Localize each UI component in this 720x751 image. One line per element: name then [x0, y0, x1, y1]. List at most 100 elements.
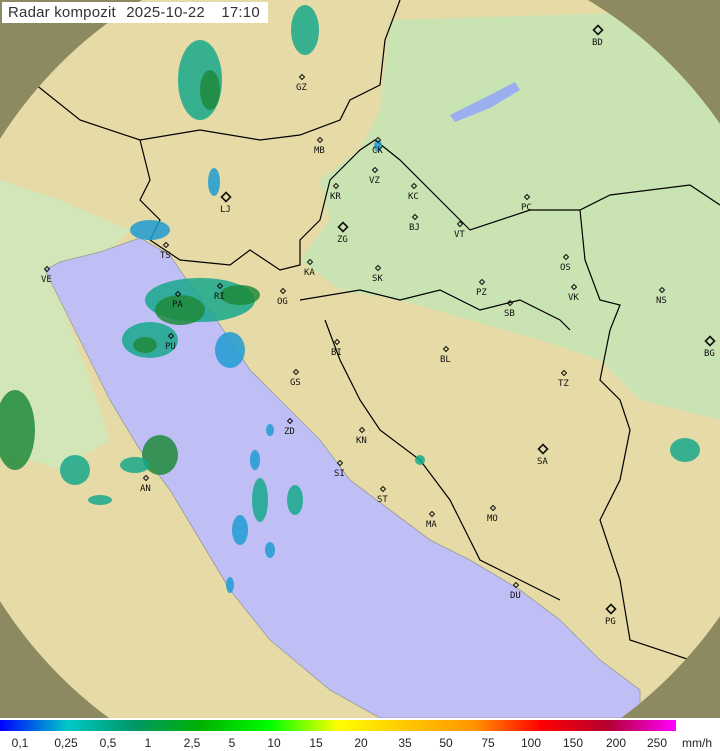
map-title: Radar kompozit 2025-10-22 17:10	[2, 2, 268, 23]
city-kc[interactable]: KC	[408, 182, 419, 203]
precipitation-echo	[142, 435, 178, 475]
city-label: MO	[487, 514, 498, 524]
city-tz[interactable]: TZ	[558, 369, 569, 390]
city-vz[interactable]: VZ	[369, 166, 380, 187]
city-label: VZ	[369, 176, 380, 186]
city-label: SI	[334, 469, 345, 479]
city-marker-icon	[174, 290, 182, 298]
city-label: OS	[560, 263, 571, 273]
city-os[interactable]: OS	[560, 253, 571, 274]
city-marker-icon	[570, 283, 578, 291]
city-ck[interactable]: CK	[372, 136, 383, 157]
city-si[interactable]: SI	[334, 459, 345, 480]
legend-tick: 1	[144, 736, 152, 750]
city-ve[interactable]: VE	[41, 265, 52, 286]
city-label: KN	[356, 436, 367, 446]
legend-tick: 0,1	[11, 736, 29, 750]
city-sk[interactable]: SK	[372, 264, 383, 285]
city-vk[interactable]: VK	[568, 283, 579, 304]
city-marker-icon	[428, 510, 436, 518]
city-sa[interactable]: SA	[537, 443, 549, 468]
city-bl[interactable]: BL	[440, 345, 451, 366]
city-gs[interactable]: GS	[290, 368, 301, 389]
precipitation-echo	[220, 285, 260, 305]
city-sb[interactable]: SB	[504, 299, 515, 320]
precipitation-echo	[120, 457, 150, 473]
title-date: 2025-10-22	[126, 4, 205, 21]
city-kn[interactable]: KN	[356, 426, 367, 447]
city-st[interactable]: ST	[377, 485, 388, 506]
city-label: BL	[440, 355, 451, 365]
city-label: TZ	[558, 379, 569, 389]
city-label: AN	[140, 484, 151, 494]
city-label: DU	[510, 591, 521, 601]
city-label: MB	[314, 146, 325, 156]
city-marker-icon	[410, 182, 418, 190]
precipitation-echo	[88, 495, 112, 505]
radar-map[interactable]: GZ BD MB CK VZ KR KC PC LJ BJ VT ZG TS VE OS KA SK RI PZ SB…	[0, 0, 720, 718]
city-zg[interactable]: ZG	[337, 221, 349, 246]
city-marker-icon	[562, 253, 570, 261]
city-label: BJ	[409, 223, 420, 233]
city-vt[interactable]: VT	[454, 220, 465, 241]
city-bi[interactable]: BI	[331, 338, 342, 359]
city-pz[interactable]: PZ	[476, 278, 487, 299]
legend-tick: 75	[481, 736, 495, 750]
city-kr[interactable]: KR	[330, 182, 341, 203]
city-ri[interactable]: RI	[214, 282, 225, 303]
city-label: VT	[454, 230, 465, 240]
precipitation-echo	[291, 5, 319, 55]
city-ma[interactable]: MA	[426, 510, 437, 531]
legend-tick: 5	[228, 736, 236, 750]
city-label: KR	[330, 192, 341, 202]
city-label: SK	[372, 274, 383, 284]
city-og[interactable]: OG	[277, 287, 288, 308]
city-mb[interactable]: MB	[314, 136, 325, 157]
city-lj[interactable]: LJ	[220, 191, 232, 216]
city-gz[interactable]: GZ	[296, 73, 307, 94]
city-marker-icon	[298, 73, 306, 81]
capital-marker-icon	[605, 603, 617, 615]
city-mo[interactable]: MO	[487, 504, 498, 525]
legend-tick: 15	[309, 736, 323, 750]
city-bj[interactable]: BJ	[409, 213, 420, 234]
city-du[interactable]: DU	[510, 581, 521, 602]
city-marker-icon	[411, 213, 419, 221]
capital-marker-icon	[337, 221, 349, 233]
city-label: VE	[41, 275, 52, 285]
city-ka[interactable]: KA	[304, 258, 315, 279]
city-bg[interactable]: BG	[704, 335, 716, 360]
city-label: MA	[426, 520, 437, 530]
precipitation-echo	[215, 332, 245, 368]
precipitation-echo	[415, 455, 425, 465]
capital-marker-icon	[537, 443, 549, 455]
city-marker-icon	[658, 286, 666, 294]
precipitation-echo	[200, 70, 220, 110]
city-zd[interactable]: ZD	[284, 417, 295, 438]
city-label: PA	[172, 300, 183, 310]
title-text: Radar kompozit	[8, 4, 116, 21]
city-label: PG	[605, 617, 616, 627]
city-pc[interactable]: PC	[521, 193, 532, 214]
city-marker-icon	[279, 287, 287, 295]
precipitation-legend-bar	[0, 720, 676, 731]
city-pu[interactable]: PU	[165, 332, 176, 353]
precipitation-echo	[60, 455, 90, 485]
city-label: PU	[165, 342, 176, 352]
precipitation-echo	[374, 140, 382, 152]
city-bd[interactable]: BD	[592, 24, 604, 49]
city-pg[interactable]: PG	[605, 603, 617, 628]
legend-tick: 2,5	[183, 736, 201, 750]
legend-tick: 10	[267, 736, 281, 750]
city-marker-icon	[358, 426, 366, 434]
city-label: BI	[331, 348, 342, 358]
city-ts[interactable]: TS	[160, 241, 171, 262]
legend-tick: 0,5	[99, 736, 117, 750]
city-marker-icon	[523, 193, 531, 201]
city-pa[interactable]: PA	[172, 290, 183, 311]
city-ns[interactable]: NS	[656, 286, 667, 307]
city-an[interactable]: AN	[140, 474, 151, 495]
precipitation-echo	[250, 450, 260, 470]
city-marker-icon	[43, 265, 51, 273]
